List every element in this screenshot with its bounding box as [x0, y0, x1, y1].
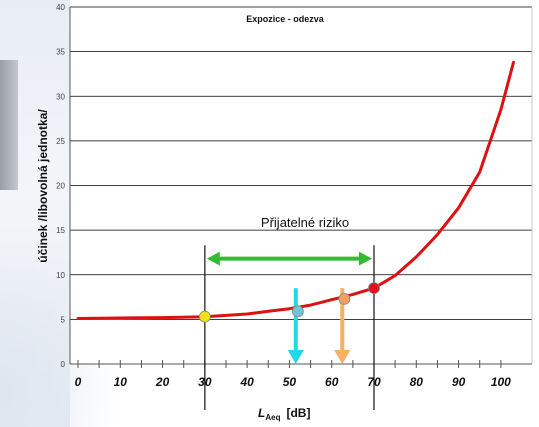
grid-lines — [70, 6, 532, 320]
y-tick-label: 25 — [56, 137, 65, 146]
x-tick-label: 80 — [410, 375, 424, 389]
region-boundaries — [204, 245, 375, 410]
x-axis-label-unit: [dB] — [286, 406, 310, 420]
y-tick-label: 15 — [56, 226, 65, 235]
chart-title: Expozice - odezva — [246, 14, 325, 24]
region-arrow-head-right — [359, 251, 372, 266]
x-tick-label: 20 — [155, 375, 170, 389]
down-arrow-head — [334, 350, 351, 364]
x-axis-label-main: L — [258, 406, 265, 420]
x-tick-label: 60 — [325, 375, 339, 389]
x-axis-label: LAeq [dB] — [258, 406, 310, 422]
markers-group — [198, 282, 380, 323]
y-tick-label: 0 — [61, 360, 66, 369]
background-tab — [0, 60, 18, 190]
axes — [69, 7, 533, 365]
y-ticks: 0 5 10 15 20 25 30 35 40 — [56, 3, 65, 369]
y-tick-label: 10 — [56, 271, 65, 280]
x-tick-label: 90 — [452, 375, 466, 389]
x-axis-label-sub: Aeq — [265, 413, 280, 422]
y-axis-label: účinek /libovolná jednotka/ — [36, 109, 50, 263]
x-tick-label: 0 — [75, 375, 82, 389]
x-tick-label: 50 — [283, 375, 297, 389]
x-tick-label: 100 — [491, 375, 511, 389]
y-tick-label: 5 — [61, 315, 66, 324]
data-point — [198, 310, 211, 323]
y-tick-label: 30 — [56, 92, 65, 101]
x-ticks: 0 10 20 30 40 50 60 70 80 90 100 — [75, 360, 511, 389]
x-tick-label: 40 — [239, 375, 254, 389]
down-arrow-head — [287, 350, 304, 364]
region-label: Přijatelné riziko — [261, 215, 349, 230]
data-point — [338, 292, 351, 305]
y-tick-label: 20 — [56, 182, 65, 191]
y-tick-label: 35 — [56, 48, 65, 57]
data-point — [291, 305, 304, 318]
x-tick-label: 10 — [114, 375, 128, 389]
y-tick-label: 40 — [56, 3, 65, 12]
region-arrow-head-left — [206, 251, 220, 266]
data-point — [368, 282, 380, 295]
